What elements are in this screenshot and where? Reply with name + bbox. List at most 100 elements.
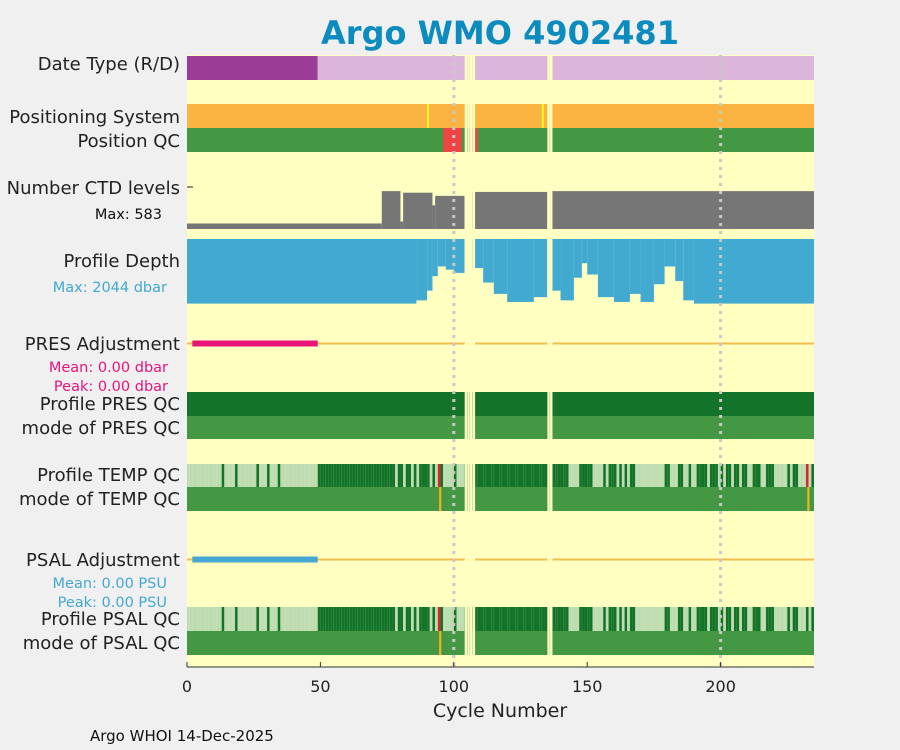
profile-temp-qc-cycle-200 <box>720 464 724 487</box>
profile-temp-qc-cycle-44 <box>304 464 308 487</box>
x-tick-label-50: 50 <box>310 677 330 696</box>
profile-psal-qc-cycle-203 <box>728 607 732 631</box>
profile-psal-qc-cycle-184 <box>677 607 681 631</box>
profile-temp-qc-cycle-141 <box>563 464 566 487</box>
profile-psal-qc-cycle-197 <box>712 607 716 631</box>
profile-psal-qc-cycle-179 <box>664 607 668 631</box>
profile-temp-qc-cycle-21 <box>243 464 246 487</box>
profile-temp-qc-cycle-193 <box>701 464 705 487</box>
profile-psal-qc-cycle-119 <box>504 607 508 631</box>
psal-peak-label: Peak: 0.00 PSU <box>58 595 167 611</box>
profile-temp-qc-cycle-114 <box>491 464 494 487</box>
label-pres-adjustment: PRES Adjustment <box>25 334 180 355</box>
profile-temp-qc-cycle-226 <box>789 464 793 487</box>
profile-temp-qc-cycle-23 <box>248 464 252 487</box>
profile-temp-qc-cycle-194 <box>704 464 708 487</box>
profile-temp-qc-cycle-102 <box>459 464 462 487</box>
profile-psal-qc-cycle-29 <box>264 607 268 631</box>
profile-psal-qc-cycle-171 <box>643 607 646 631</box>
profile-psal-qc-cycle-78 <box>395 607 398 631</box>
profile-temp-qc-cycle-131 <box>536 464 540 487</box>
profile-psal-qc-cycle-36 <box>283 607 286 631</box>
profile-psal-qc-cycle-81 <box>403 607 406 631</box>
profile-temp-qc-cycle-72 <box>379 464 382 487</box>
profile-temp-qc-cycle-55 <box>333 464 337 487</box>
psal-mean-label: Mean: 0.00 PSU <box>53 576 167 592</box>
profile-temp-qc-cycle-40 <box>293 464 297 487</box>
profile-psal-qc-cycle-175 <box>653 607 657 631</box>
profile-psal-qc-cycle-49 <box>317 607 321 631</box>
profile-psal-qc-cycle-207 <box>739 607 742 631</box>
profile-temp-qc-cycle-148 <box>581 464 585 487</box>
profile-temp-qc-cycle-79 <box>397 464 401 487</box>
profile-psal-qc-cycle-218 <box>768 607 772 631</box>
profile-temp-qc-cycle-150 <box>587 464 590 487</box>
profile-psal-qc-cycle-22 <box>245 607 249 631</box>
ctd-levels-bar-5 <box>435 195 465 229</box>
profile-temp-qc-cycle-12 <box>219 464 222 487</box>
profile-temp-qc-cycle-83 <box>408 464 412 487</box>
profile-psal-qc-cycle-31 <box>269 607 273 631</box>
profile-temp-qc-cycle-124 <box>517 464 521 487</box>
profile-psal-qc-cycle-183 <box>675 607 678 631</box>
profile-temp-qc-cycle-65 <box>360 464 364 487</box>
profile-temp-qc-cycle-204 <box>731 464 734 487</box>
profile-psal-qc-cycle-37 <box>285 607 289 631</box>
position-qc-bad-0 <box>443 128 462 152</box>
depth-max-label: Max: 2044 dbar <box>53 280 167 296</box>
profile-psal-qc-cycle-216 <box>763 607 766 631</box>
footer-credit: Argo WHOI 14-Dec-2025 <box>90 727 274 745</box>
profile-psal-qc-cycle-87 <box>419 607 422 631</box>
profile-psal-qc-cycle-232 <box>805 607 809 631</box>
profile-psal-qc-cycle-34 <box>277 607 281 631</box>
profile-psal-qc-cycle-11 <box>216 607 220 631</box>
profile-temp-qc-cycle-224 <box>784 464 788 487</box>
profile-psal-qc-cycle-51 <box>323 607 326 631</box>
missing-cycle-gap-107 <box>472 55 476 667</box>
profile-psal-qc-cycle-225 <box>787 607 790 631</box>
profile-depth-bar-20 <box>640 239 654 302</box>
ctd-levels-bar-4 <box>432 205 436 229</box>
missing-cycle-gap-135 <box>547 55 550 667</box>
profile-psal-qc-cycle-83 <box>408 607 412 631</box>
profile-depth-bar-17 <box>597 239 614 298</box>
profile-temp-qc-cycle-103 <box>461 464 465 487</box>
profile-psal-qc-cycle-173 <box>648 607 652 631</box>
profile-psal-qc-cycle-97 <box>445 607 449 631</box>
profile-temp-qc-cycle-30 <box>267 464 270 487</box>
profile-psal-qc-cycle-223 <box>781 607 785 631</box>
profile-temp-qc-cycle-39 <box>291 464 294 487</box>
profile-temp-qc-cycle-170 <box>640 464 644 487</box>
profile-temp-qc-cycle-202 <box>725 464 729 487</box>
profile-temp-qc-cycle-156 <box>603 464 606 487</box>
ctd-levels-bar-0 <box>187 223 382 229</box>
profile-psal-qc-cycle-116 <box>496 607 500 631</box>
profile-psal-qc-cycle-153 <box>595 607 598 631</box>
positioning-system-bar <box>187 104 814 128</box>
profile-temp-qc-cycle-4 <box>197 464 201 487</box>
profile-temp-qc-cycle-139 <box>557 464 561 487</box>
profile-psal-qc-cycle-56 <box>336 607 340 631</box>
profile-temp-qc-cycle-180 <box>667 464 670 487</box>
profile-temp-qc-cycle-108 <box>475 464 478 487</box>
profile-psal-qc-cycle-66 <box>363 607 366 631</box>
profile-psal-qc-cycle-178 <box>661 607 665 631</box>
profile-temp-qc-cycle-84 <box>411 464 414 487</box>
profile-psal-qc-cycle-13 <box>221 607 225 631</box>
x-tick-label-0: 0 <box>182 677 192 696</box>
profile-psal-qc-cycle-33 <box>275 607 278 631</box>
profile-temp-qc-cycle-199 <box>717 464 721 487</box>
profile-psal-qc-cycle-118 <box>501 607 505 631</box>
profile-temp-qc-cycle-80 <box>400 464 404 487</box>
profile-psal-qc-cycle-41 <box>296 607 300 631</box>
profile-temp-qc-cycle-147 <box>579 464 582 487</box>
profile-temp-qc-cycle-43 <box>301 464 305 487</box>
profile-psal-qc-cycle-219 <box>771 607 774 631</box>
profile-temp-qc-cycle-164 <box>624 464 628 487</box>
profile-temp-qc-cycle-2 <box>192 464 196 487</box>
x-tick-label-200: 200 <box>705 677 736 696</box>
profile-depth-bar-16 <box>587 239 598 275</box>
profile-psal-qc-cycle-65 <box>360 607 364 631</box>
profile-temp-qc-cycle-169 <box>637 464 641 487</box>
profile-psal-qc-cycle-40 <box>293 607 297 631</box>
